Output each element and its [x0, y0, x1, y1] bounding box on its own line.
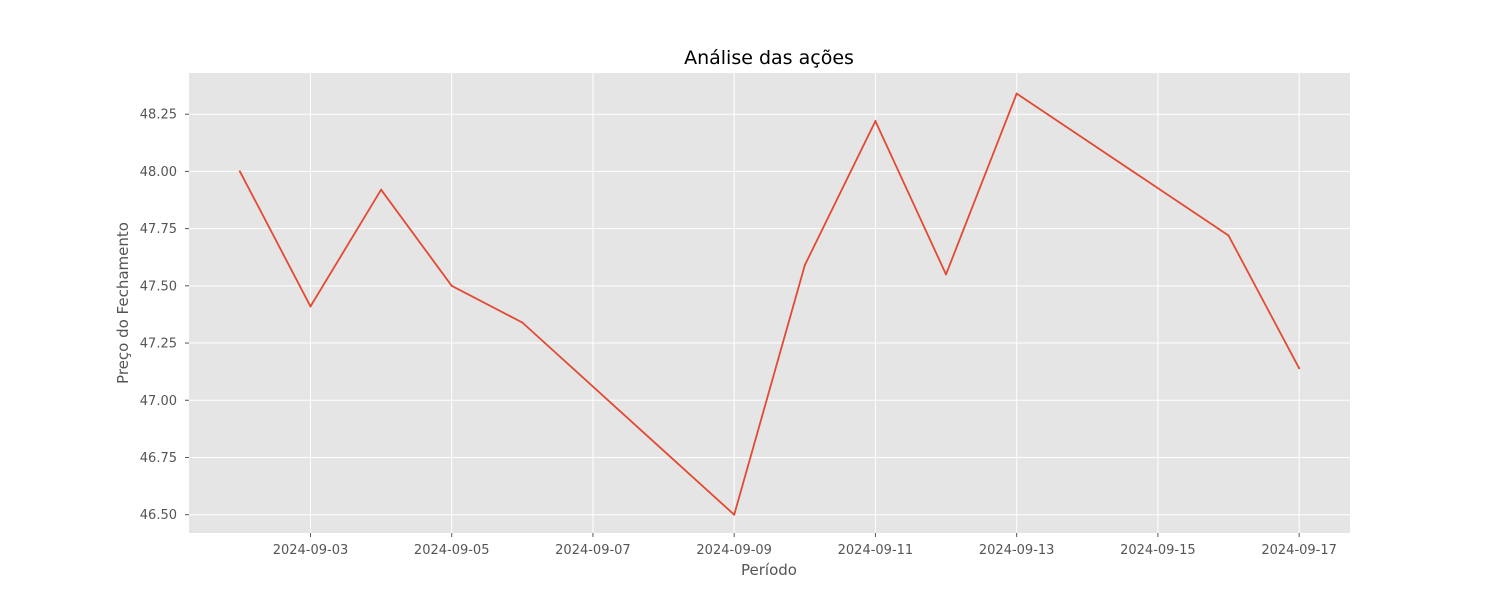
data-point — [238, 170, 241, 173]
data-point — [521, 321, 524, 324]
x-tick-label: 2024-09-09 — [696, 543, 772, 558]
data-point — [1227, 234, 1230, 237]
data-point — [874, 120, 877, 123]
y-tick-label: 47.75 — [140, 222, 177, 237]
y-tick-label: 46.75 — [140, 451, 177, 466]
x-axis-ticks: 2024-09-03 2024-09-05 2024-09-07 2024-09-09… — [273, 533, 1337, 558]
x-tick-label: 2024-09-13 — [979, 543, 1055, 558]
data-point — [945, 273, 948, 276]
x-tick-label: 2024-09-15 — [1120, 543, 1196, 558]
x-axis-label: Período — [741, 561, 797, 579]
y-tick-label: 47.00 — [140, 394, 177, 409]
data-point — [309, 305, 312, 308]
x-tick-label: 2024-09-17 — [1261, 543, 1337, 558]
data-point — [803, 264, 806, 267]
plot-area — [189, 73, 1350, 533]
data-point — [1015, 92, 1018, 95]
x-tick-label: 2024-09-03 — [273, 543, 349, 558]
y-tick-label: 48.00 — [140, 165, 177, 180]
y-tick-label: 47.50 — [140, 279, 177, 294]
x-tick-label: 2024-09-11 — [838, 543, 914, 558]
y-tick-label: 48.25 — [140, 108, 177, 123]
y-axis-ticks: 46.50 46.75 47.00 47.25 47.50 47.75 48.00 48.25 — [140, 108, 189, 523]
chart-title: Análise das ações — [684, 47, 854, 69]
y-tick-label: 46.50 — [140, 508, 177, 523]
data-point — [450, 284, 453, 287]
data-point — [1298, 367, 1301, 370]
x-tick-label: 2024-09-05 — [414, 543, 490, 558]
series-group — [238, 92, 1301, 516]
series-line — [239, 92, 1300, 516]
grid-lines — [189, 73, 1350, 533]
x-tick-label: 2024-09-07 — [555, 543, 631, 558]
data-point — [733, 513, 736, 516]
y-tick-label: 47.25 — [140, 337, 177, 352]
data-point — [380, 188, 383, 191]
y-axis-label: Preço do Fechamento — [114, 222, 132, 384]
